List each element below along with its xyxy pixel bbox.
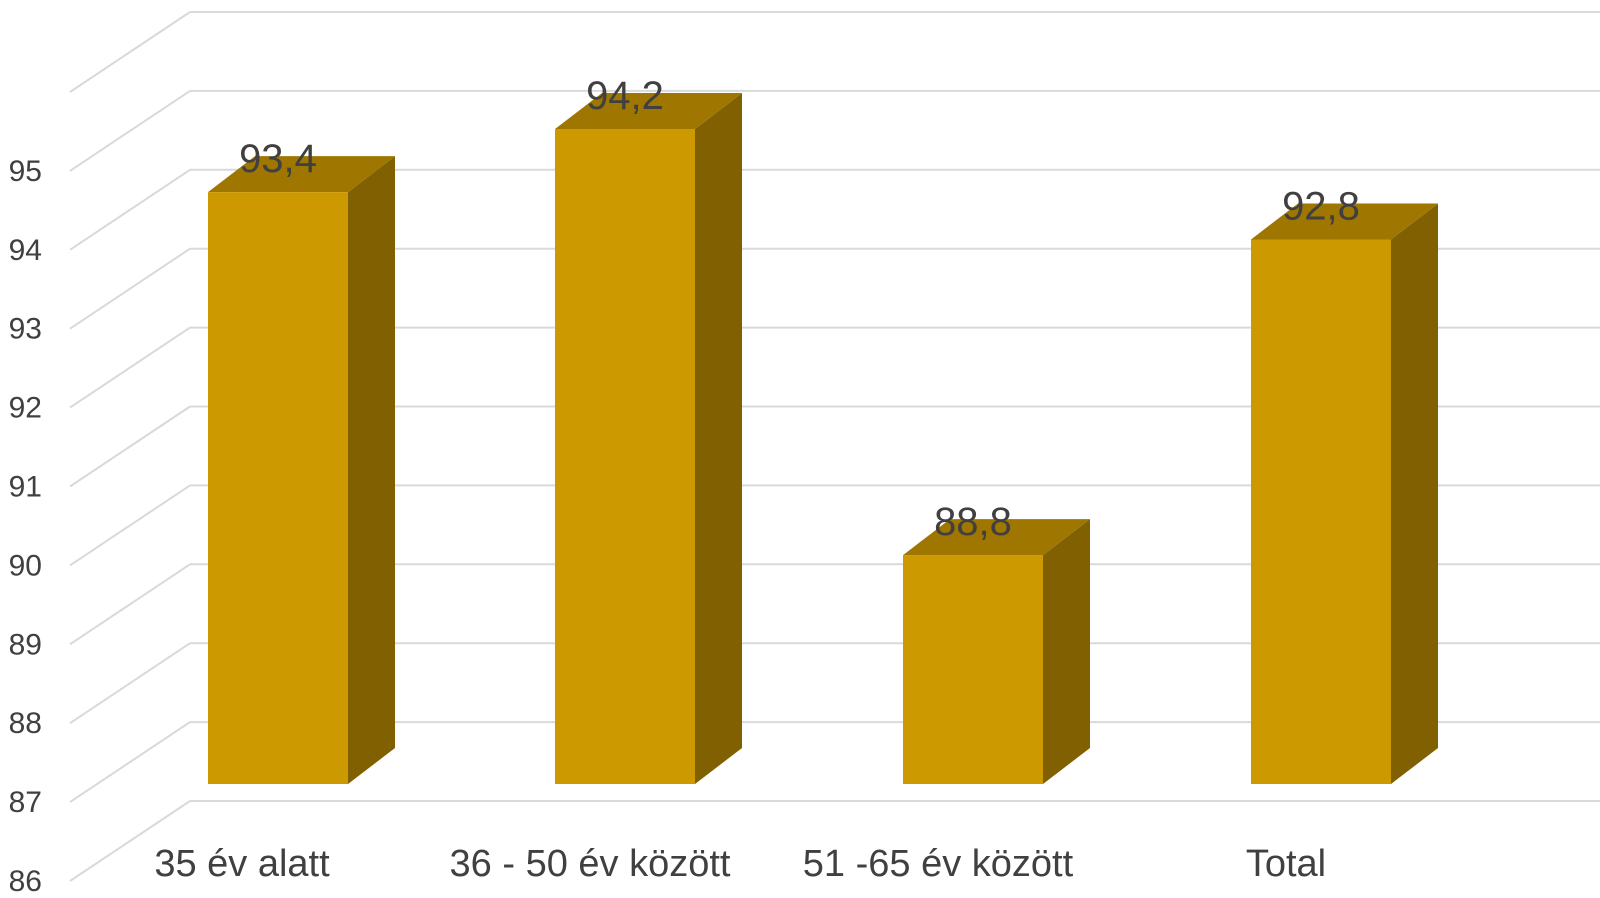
y-tick-label: 87 <box>9 786 42 819</box>
gridline-side <box>69 405 191 488</box>
bar-top-face <box>903 519 1090 556</box>
gridline-side <box>69 563 191 646</box>
y-tick-label: 92 <box>9 392 42 425</box>
bar-front-face <box>1251 239 1391 785</box>
bar-top-face <box>1251 203 1438 240</box>
y-tick-label: 94 <box>9 234 42 267</box>
y-tick-label: 93 <box>9 313 42 346</box>
bars <box>208 93 1438 785</box>
bar-top-face <box>208 156 395 193</box>
gridline-side <box>69 721 191 803</box>
category-label: 35 év alatt <box>154 843 330 885</box>
data-label: 88,8 <box>934 500 1012 544</box>
x-axis-categories: 35 év alatt 36 - 50 év között 51 -65 év kö… <box>154 843 1326 885</box>
data-labels: 93,4 94,2 88,8 92,8 <box>239 74 1360 544</box>
category-label: Total <box>1246 843 1326 885</box>
bar-front-face <box>555 129 695 784</box>
bar-4 <box>1251 203 1438 785</box>
y-tick-label: 88 <box>9 707 42 740</box>
gridline-side <box>69 800 191 882</box>
bar-side-face <box>348 156 395 784</box>
y-tick-label: 95 <box>9 155 42 188</box>
data-label: 92,8 <box>1282 184 1360 228</box>
y-tick-label: 90 <box>9 549 42 582</box>
bar-front-face <box>903 555 1043 784</box>
bar-3 <box>903 519 1090 784</box>
bar-front-face <box>208 192 348 784</box>
bar-1 <box>208 156 395 784</box>
gridline-side <box>69 11 191 93</box>
gridline-side <box>69 90 191 172</box>
category-label: 36 - 50 év között <box>450 843 731 885</box>
bar-side-face <box>1043 519 1090 784</box>
gridline-side <box>69 326 191 409</box>
y-axis-ticks: 86 87 88 89 90 91 92 93 94 95 <box>9 155 42 898</box>
gridline-side <box>69 247 191 330</box>
bar-side-face <box>1391 203 1438 785</box>
bar-top-face <box>555 93 742 130</box>
y-tick-label: 86 <box>9 865 42 898</box>
y-tick-label: 91 <box>9 471 42 504</box>
gridline-side <box>69 484 191 567</box>
data-label: 94,2 <box>586 74 664 118</box>
data-label: 93,4 <box>239 137 317 181</box>
gridline-side <box>69 168 191 251</box>
gridline-side <box>69 642 191 725</box>
category-label: 51 -65 év között <box>803 843 1074 885</box>
y-tick-label: 89 <box>9 628 42 661</box>
bar-side-face <box>695 93 742 784</box>
bar-2 <box>555 93 742 784</box>
